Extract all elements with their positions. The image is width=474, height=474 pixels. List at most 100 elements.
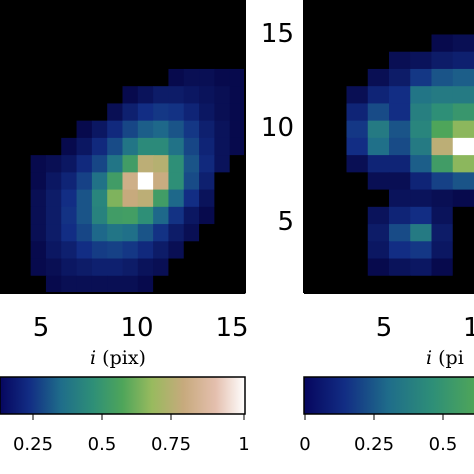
left-cell-r0-c11	[168, 0, 185, 18]
right-cell-r12-c6	[431, 206, 454, 225]
left-cell-r0-c15	[229, 0, 246, 18]
right-cell-r1-c0	[304, 17, 326, 36]
right-cell-r3-c7	[452, 51, 474, 70]
left-cell-r4-c10	[153, 68, 170, 87]
right-cell-r2-c2	[346, 34, 369, 53]
left-cell-r15-c9	[137, 258, 154, 277]
left-cell-r0-c14	[214, 0, 231, 18]
left-cell-r3-c9	[137, 51, 154, 70]
right-cell-r11-c5	[410, 189, 433, 208]
right-colorbar-label-025: 0.25	[354, 434, 394, 455]
left-cell-r2-c6	[91, 34, 108, 53]
right-cell-r4-c1	[325, 68, 348, 87]
right-cell-r3-c3	[367, 51, 390, 70]
left-cell-r0-c12	[183, 0, 200, 18]
right-colorbar: 0 0.25 0.5	[299, 376, 474, 455]
right-cell-r14-c6	[431, 241, 454, 260]
right-cell-r11-c4	[389, 189, 411, 208]
left-cell-r7-c12	[183, 120, 200, 139]
right-cell-r8-c6	[431, 137, 454, 156]
left-cell-r3-c3	[45, 51, 62, 70]
right-cell-r3-c6	[431, 51, 454, 70]
right-cell-r12-c7	[452, 206, 474, 225]
right-x-tick-10-partial: 1	[463, 313, 474, 343]
right-cell-r7-c1	[325, 120, 348, 139]
left-cell-r15-c4	[61, 258, 78, 277]
right-cell-r14-c1	[325, 241, 348, 260]
left-cell-r5-c12	[183, 86, 200, 105]
right-heatmap-panel: 15 10 5 5 1 i (pi	[261, 0, 474, 369]
left-cell-r13-c9	[137, 224, 154, 242]
left-cell-r13-c7	[107, 224, 124, 242]
left-cell-r16-c5	[76, 275, 93, 294]
left-cell-r12-c12	[183, 206, 200, 225]
left-cell-r8-c6	[91, 137, 108, 156]
left-cell-r10-c8	[122, 172, 139, 191]
right-cell-r8-c3	[367, 137, 390, 156]
left-cell-r6-c10	[153, 103, 170, 122]
left-cell-r16-c15	[229, 275, 246, 294]
left-cell-r1-c3	[45, 17, 62, 36]
left-cell-r11-c1	[15, 189, 32, 208]
right-cell-r10-c7	[452, 172, 474, 191]
right-cell-r1-c4	[389, 17, 411, 36]
left-cell-r2-c1	[15, 34, 32, 53]
right-cell-r13-c6	[431, 224, 454, 242]
left-x-tick-5: 5	[33, 313, 50, 343]
left-cell-r16-c13	[199, 275, 215, 294]
left-x-tick-15: 15	[215, 313, 248, 343]
left-cell-r13-c15	[229, 224, 246, 242]
left-cell-r4-c12	[183, 68, 200, 87]
left-cell-r7-c9	[137, 120, 154, 139]
right-cell-r3-c5	[410, 51, 433, 70]
left-cell-r6-c0	[0, 103, 16, 122]
left-cell-r2-c7	[107, 34, 124, 53]
right-cell-r2-c5	[410, 34, 433, 53]
left-cell-r11-c7	[107, 189, 124, 208]
left-cell-r11-c14	[214, 189, 231, 208]
right-colorbar-gradient	[303, 376, 474, 415]
right-cell-r10-c1	[325, 172, 348, 191]
right-cell-r16-c3	[367, 275, 390, 294]
right-cell-r15-c1	[325, 258, 348, 277]
left-cell-r10-c11	[168, 172, 185, 191]
left-cell-r16-c6	[91, 275, 108, 294]
left-cell-r14-c2	[30, 241, 47, 260]
left-cell-r2-c3	[45, 34, 62, 53]
right-cell-r6-c1	[325, 103, 348, 122]
left-cell-r11-c3	[45, 189, 62, 208]
right-cell-r5-c5	[410, 86, 433, 105]
left-cell-r15-c6	[91, 258, 108, 277]
right-cell-r10-c0	[304, 172, 326, 191]
left-cell-r1-c4	[61, 17, 78, 36]
left-cell-r6-c13	[199, 103, 215, 122]
left-cell-r0-c7	[107, 0, 124, 18]
left-cell-r6-c7	[107, 103, 124, 122]
left-cell-r4-c5	[76, 68, 93, 87]
left-cell-r1-c15	[229, 17, 246, 36]
right-cell-r9-c2	[346, 155, 369, 173]
right-cell-r2-c0	[304, 34, 326, 53]
right-cell-r10-c3	[367, 172, 390, 191]
left-cell-r12-c2	[30, 206, 47, 225]
left-cell-r8-c1	[15, 137, 32, 156]
left-cell-r8-c14	[214, 137, 231, 156]
right-cell-r1-c2	[346, 17, 369, 36]
left-cell-r13-c6	[91, 224, 108, 242]
left-cell-r1-c0	[0, 17, 16, 36]
left-cell-r13-c3	[45, 224, 62, 242]
left-cell-r12-c8	[122, 206, 139, 225]
left-cell-r7-c11	[168, 120, 185, 139]
left-cell-r5-c2	[30, 86, 47, 105]
right-cell-r14-c2	[346, 241, 369, 260]
left-cell-r16-c8	[122, 275, 139, 294]
left-cell-r5-c8	[122, 86, 139, 105]
right-cell-r2-c4	[389, 34, 411, 53]
left-cell-r12-c5	[76, 206, 93, 225]
left-cell-r12-c15	[229, 206, 246, 225]
right-cell-r16-c4	[389, 275, 411, 294]
left-cell-r16-c11	[168, 275, 185, 294]
left-cell-r9-c4	[61, 155, 78, 173]
left-cell-r4-c13	[199, 68, 215, 87]
right-cell-r15-c0	[304, 258, 326, 277]
